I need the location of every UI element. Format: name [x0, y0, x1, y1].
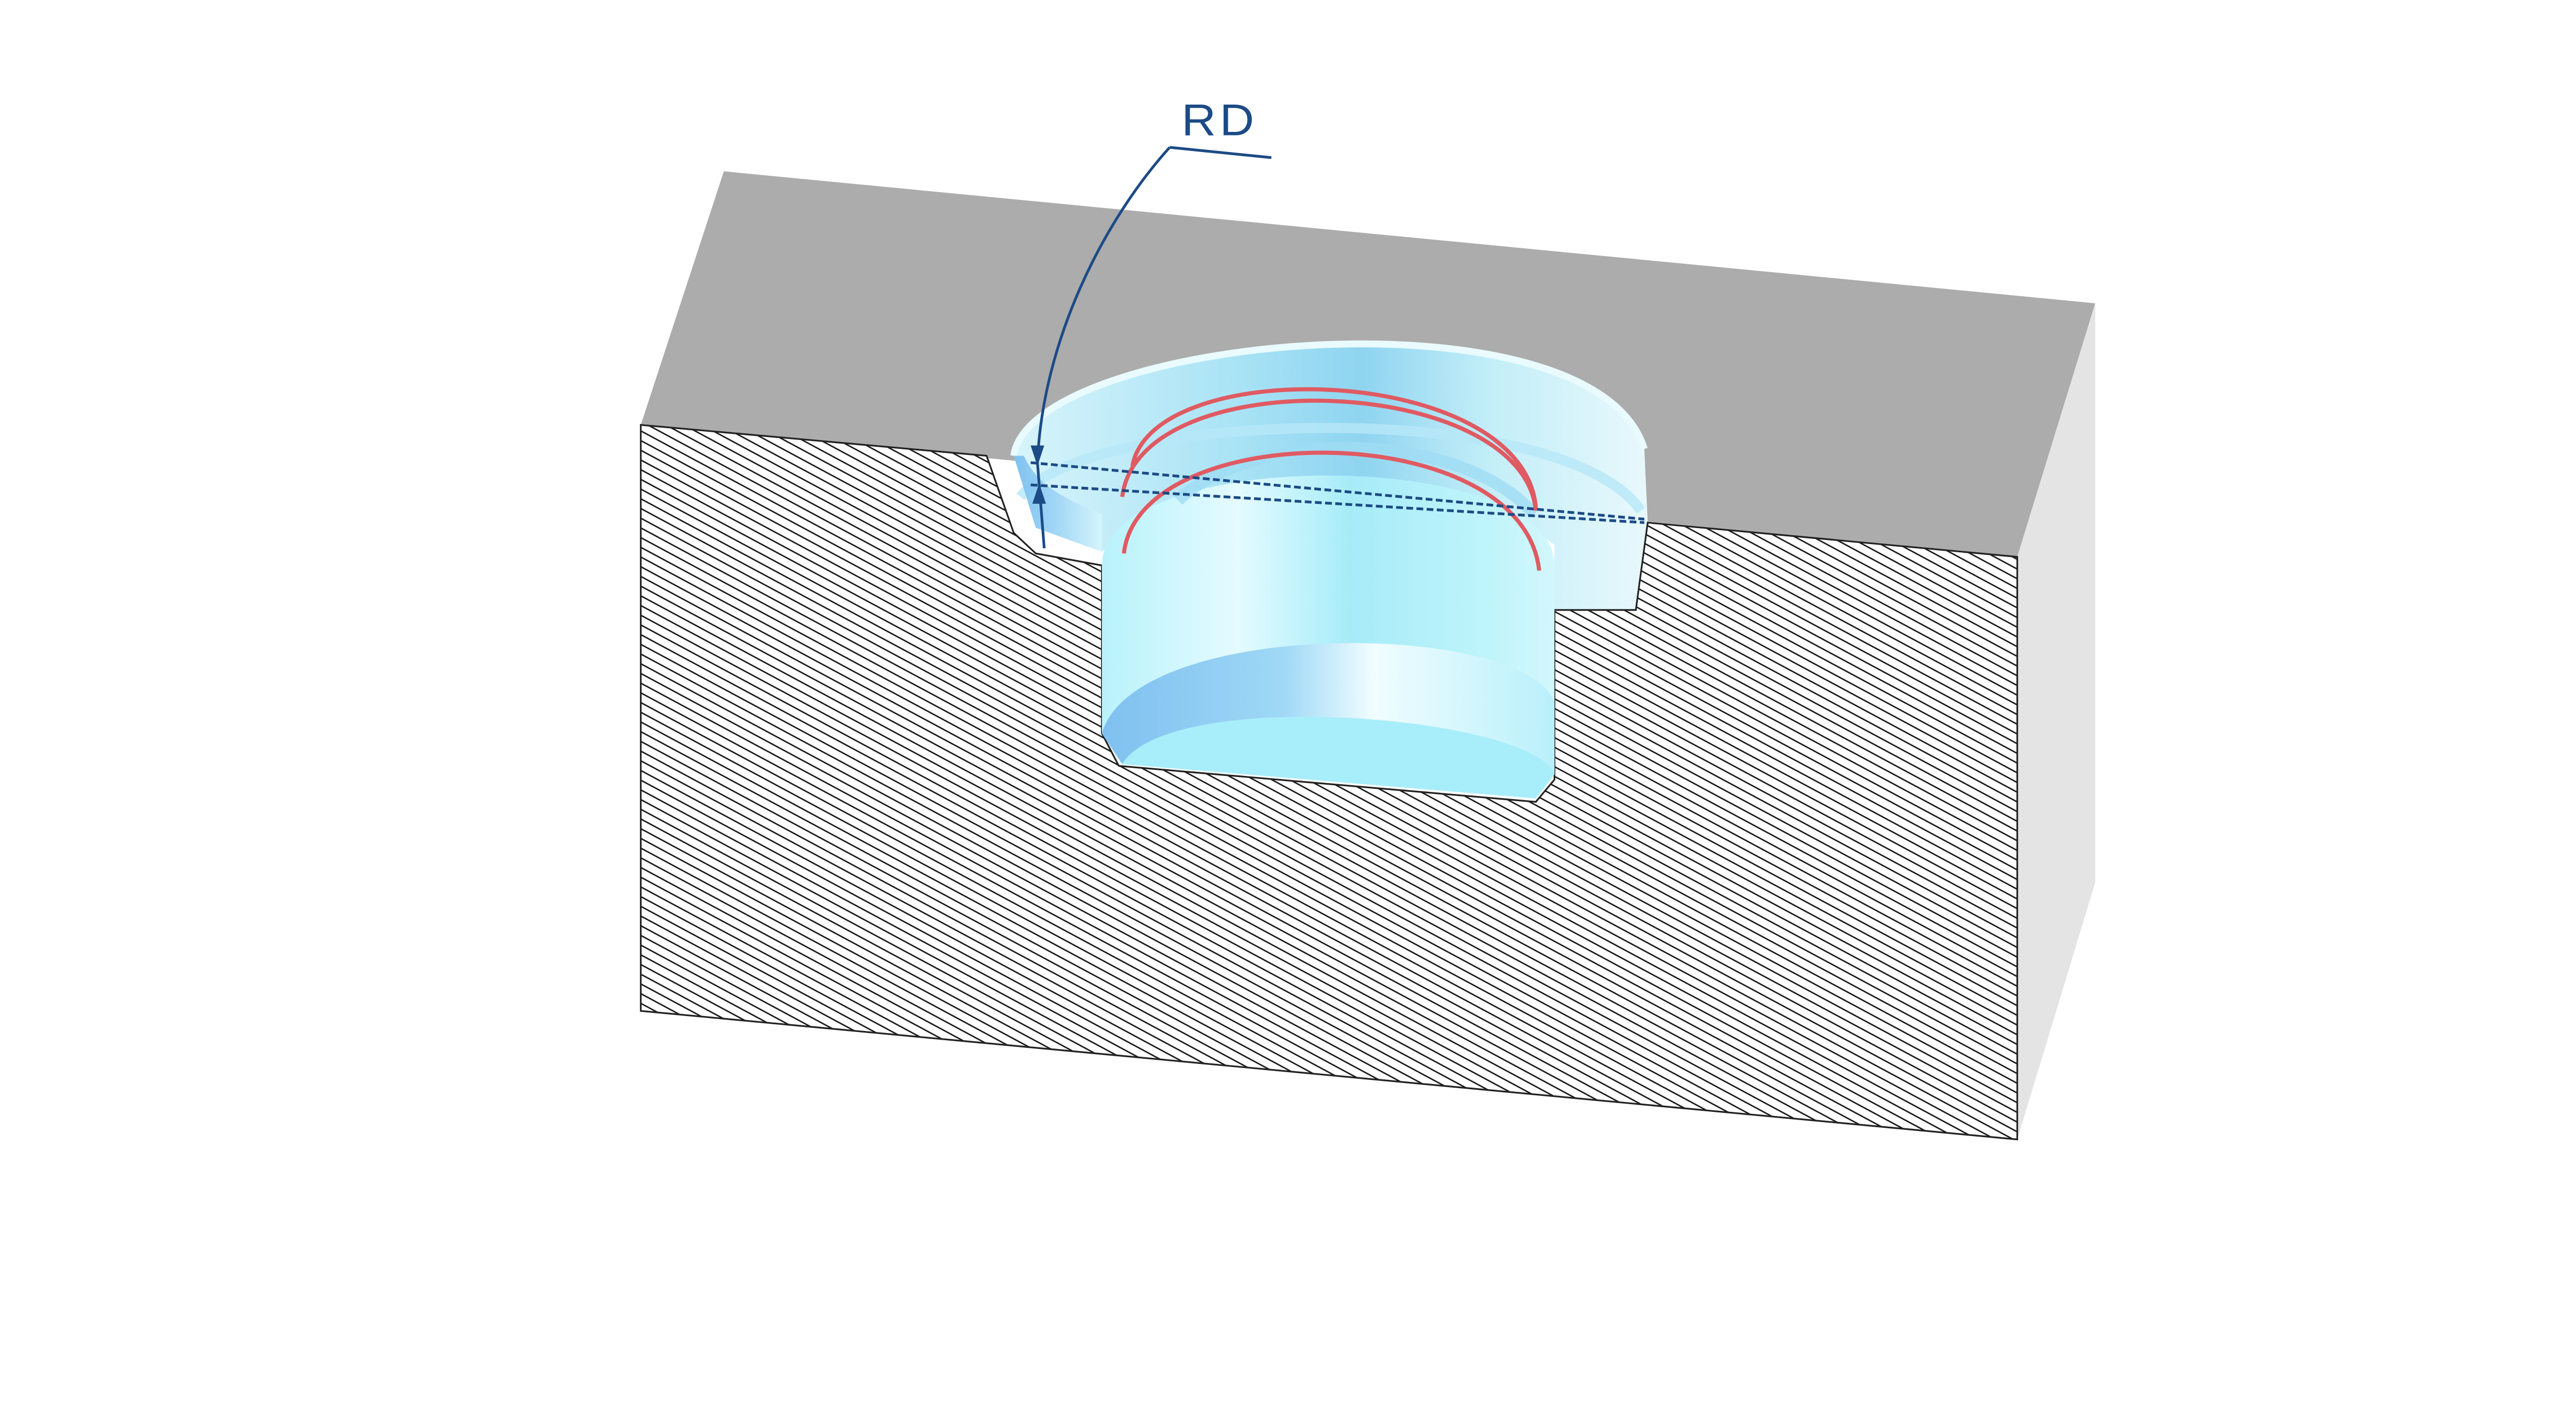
dimension-dashed-upper [1030, 461, 1645, 521]
part-flange-inner-edge [1016, 422, 1646, 514]
thread-arc-2 [1120, 398, 1538, 511]
dimension-arrow-lower [1032, 483, 1046, 504]
dimension-label-rd: RD [1181, 95, 1258, 145]
thread-arc-3 [1130, 387, 1538, 507]
dimension-extension [1036, 462, 1046, 549]
part-body-top-ring [1174, 442, 1539, 518]
block-section-face [640, 424, 2019, 1141]
dimension-rd [1030, 146, 1645, 549]
part-flange-chamfer [1013, 455, 1102, 552]
dimension-leader-curve [1036, 146, 1171, 463]
dimension-leader-shoulder [1170, 146, 1272, 159]
dimension-dashed-lower [1030, 483, 1645, 524]
part-bottom-face [1122, 717, 1555, 799]
block-side-face [2017, 303, 2095, 1140]
thread-arc-1 [1122, 450, 1541, 571]
dimension-arrow-upper [1030, 445, 1044, 466]
part-lower-chamfer [1101, 643, 1555, 775]
thread-arcs-icon [1120, 387, 1541, 571]
part-flange-top-rim [1010, 340, 1648, 456]
